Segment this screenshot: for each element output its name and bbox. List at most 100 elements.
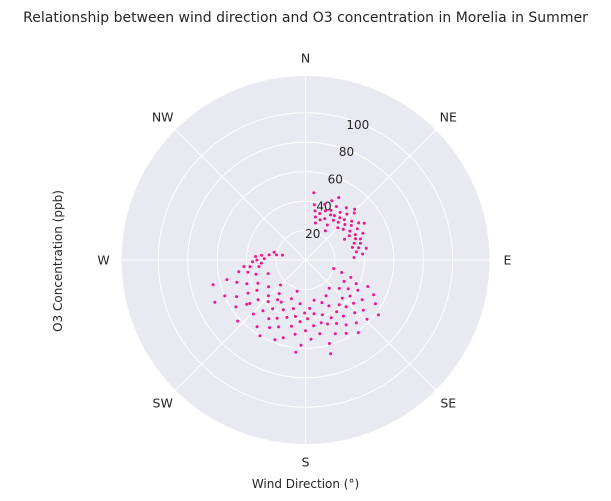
data-point — [289, 324, 293, 328]
data-point — [298, 320, 302, 324]
data-point — [353, 207, 357, 211]
data-point — [354, 321, 358, 325]
data-point — [325, 223, 329, 227]
data-point — [268, 326, 272, 330]
data-point — [338, 210, 342, 214]
data-point — [245, 282, 249, 286]
data-point — [318, 212, 322, 215]
data-point — [306, 317, 310, 321]
data-point — [272, 250, 276, 254]
data-point — [337, 196, 341, 200]
data-point — [262, 257, 266, 261]
data-point — [323, 209, 327, 213]
radial-tick-label: 100 — [346, 118, 369, 132]
data-point — [266, 272, 270, 276]
data-point — [258, 334, 262, 338]
data-point — [344, 305, 348, 309]
polar-grid — [121, 76, 490, 444]
data-point — [312, 203, 316, 207]
data-point — [293, 332, 297, 336]
data-point — [309, 337, 313, 341]
data-point — [281, 253, 284, 257]
data-point — [326, 322, 329, 326]
data-point — [347, 234, 351, 238]
data-point — [318, 218, 322, 222]
data-point — [246, 270, 250, 274]
data-point — [277, 325, 280, 329]
data-point — [266, 294, 270, 298]
data-point — [361, 308, 365, 312]
data-point — [342, 218, 346, 222]
data-point — [342, 279, 346, 283]
data-point — [294, 315, 297, 318]
data-point — [344, 323, 348, 327]
direction-label: NW — [152, 110, 174, 125]
data-point — [254, 255, 258, 258]
radial-tick-label: 80 — [339, 145, 354, 159]
direction-label: NE — [440, 110, 457, 125]
data-point — [320, 301, 324, 305]
data-point — [327, 286, 331, 290]
data-point — [303, 311, 307, 315]
direction-label: E — [504, 253, 512, 268]
data-point — [357, 246, 361, 250]
data-point — [327, 304, 331, 308]
data-point — [312, 324, 316, 328]
data-point — [299, 343, 303, 347]
data-point — [256, 281, 260, 285]
data-point — [352, 211, 356, 215]
data-point — [348, 294, 352, 298]
data-point — [329, 316, 333, 320]
data-point — [352, 241, 356, 245]
data-point — [359, 237, 362, 241]
data-point — [332, 267, 336, 271]
data-point — [298, 302, 302, 306]
data-point — [248, 302, 252, 305]
angular-gridline — [175, 259, 306, 391]
data-point — [271, 307, 275, 311]
data-point — [332, 214, 336, 218]
data-point — [246, 291, 250, 295]
data-point — [354, 250, 358, 254]
data-point — [362, 221, 366, 225]
angular-gridline — [305, 129, 436, 261]
data-point — [267, 285, 271, 289]
data-point — [259, 261, 263, 265]
radial-tick-label: 60 — [328, 172, 343, 186]
data-point — [356, 288, 360, 292]
data-point — [275, 316, 279, 320]
data-point — [213, 300, 217, 304]
data-point — [350, 245, 354, 249]
radial-tick-label: 20 — [305, 227, 320, 241]
data-point — [343, 223, 347, 226]
data-point — [281, 336, 285, 340]
data-point — [237, 270, 241, 274]
data-point — [349, 224, 353, 227]
data-point — [335, 322, 338, 325]
data-point — [313, 215, 317, 219]
angular-gridline — [305, 259, 436, 391]
data-point — [376, 313, 380, 317]
data-point — [343, 237, 346, 241]
data-point — [327, 342, 331, 345]
data-point — [312, 298, 316, 302]
data-point — [236, 319, 240, 323]
data-point — [341, 314, 345, 318]
data-point — [324, 294, 328, 298]
data-point — [256, 298, 260, 302]
data-point — [331, 218, 335, 222]
data-point — [352, 301, 356, 305]
data-point — [319, 321, 323, 325]
data-point — [304, 329, 307, 333]
data-point — [372, 293, 376, 297]
data-point — [355, 227, 359, 231]
data-point — [348, 229, 352, 233]
data-point — [323, 229, 327, 233]
direction-label: SE — [440, 395, 456, 410]
data-point — [357, 221, 361, 225]
data-point — [291, 307, 295, 311]
data-point — [211, 283, 215, 287]
data-point — [330, 199, 334, 203]
data-point — [337, 303, 341, 307]
x-axis-label: Wind Direction (°) — [252, 477, 359, 491]
